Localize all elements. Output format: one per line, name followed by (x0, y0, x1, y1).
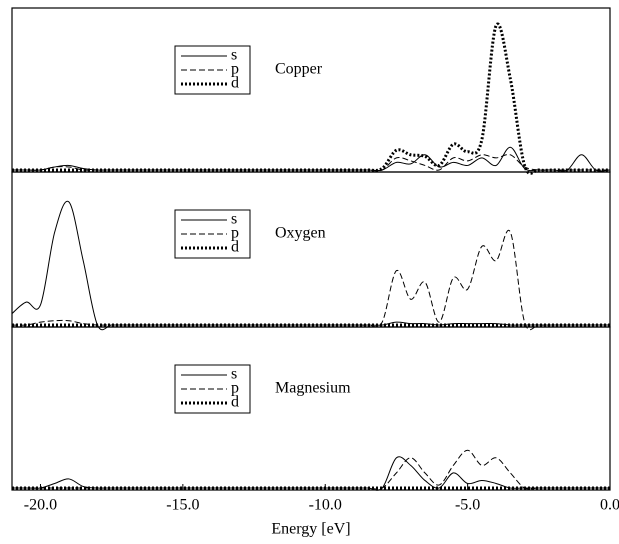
x-tick-label: -10.0 (309, 497, 342, 514)
panel-frame (11, 7, 611, 173)
legend-label: p (231, 225, 239, 242)
panel-label: Oxygen (275, 225, 326, 242)
series-line (12, 456, 610, 491)
x-tick-label: -5.0 (455, 497, 480, 514)
x-tick-label: -15.0 (166, 497, 199, 514)
panel-label: Magnesium (275, 380, 351, 397)
series-line (12, 449, 610, 490)
legend-label: d (231, 394, 239, 411)
legend-label: s (231, 211, 237, 228)
x-axis-label: Energy [eV] (271, 521, 350, 538)
series-line (12, 22, 610, 175)
panel-frame (11, 326, 611, 491)
series-line (11, 229, 610, 331)
x-tick-label: 0.0 (600, 497, 619, 514)
legend-label: d (231, 75, 239, 92)
series-line (11, 200, 610, 331)
legend-label: s (231, 47, 237, 64)
series-line (12, 153, 610, 172)
legend-label: d (231, 239, 239, 256)
panel-frame (11, 171, 611, 328)
legend-label: p (231, 380, 239, 397)
legend-label: p (231, 61, 239, 78)
panel-label: Copper (275, 61, 323, 78)
x-tick-label: -20.0 (24, 497, 57, 514)
legend-label: s (231, 366, 237, 383)
